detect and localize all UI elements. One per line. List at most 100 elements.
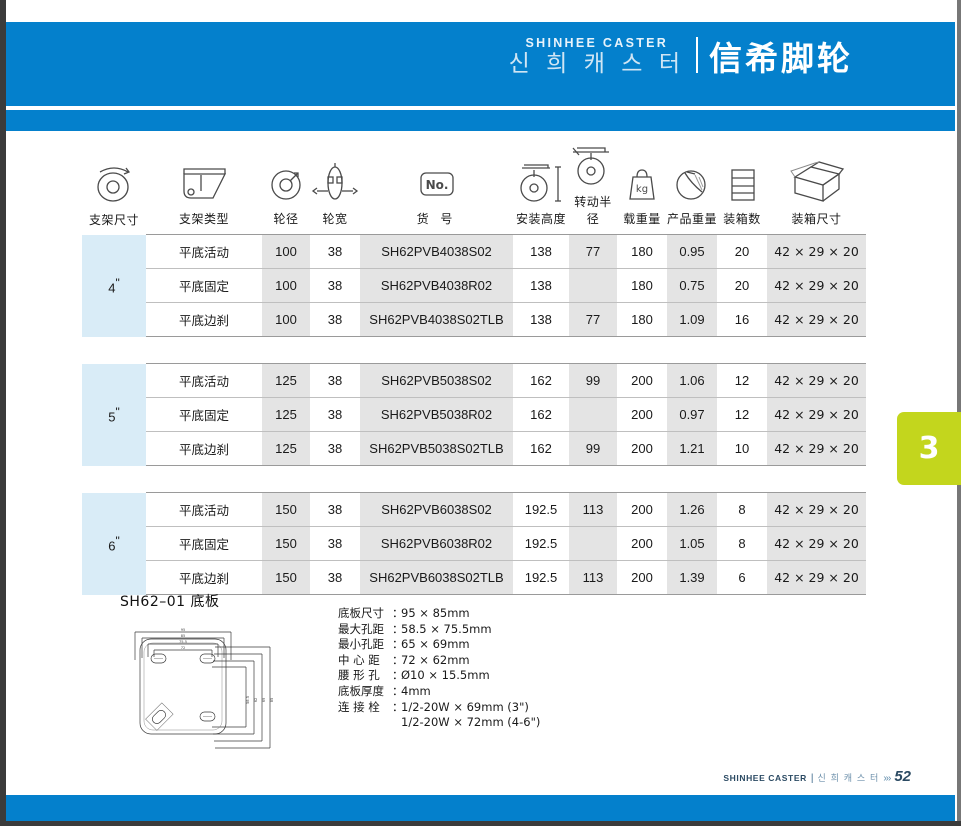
cell-mount-height: 192.5 [513,526,569,561]
column-header-label: 轮径 [273,212,299,226]
section-tab[interactable]: 3 [897,412,961,485]
cell-qty: 12 [717,363,767,398]
svg-text:kg: kg [636,184,648,195]
cell-type: 平底活动 [146,492,262,527]
spec-key: 底板尺寸 [338,606,384,620]
group-spacer [82,336,866,364]
cell-type: 平底边刹 [146,302,262,337]
carton-box-icon [767,155,866,205]
cell-type: 平底边刹 [146,431,262,466]
column-header-label: 货 号 [416,212,457,226]
cell-qty: 8 [717,492,767,527]
column-header-wheel-diameter: 轮径 [262,138,310,235]
mount-height-icon [513,155,569,205]
cell-load: 200 [617,363,667,398]
cell-part-no: SH62PVB6038S02 [360,492,513,527]
column-header-label: 装箱尺寸 [791,212,842,226]
cell-carton: 42 × 29 × 20 [767,397,866,432]
spec-continuation: 1/2-20W × 72mm (4-6") [401,715,541,730]
table-row[interactable]: 平底边刹 125 38 SH62PVB5038S02TLB 162 99 200 1.21 10… [82,431,866,466]
cell-wheel-width: 38 [310,431,360,466]
cell-swivel-radius: 77 [569,234,617,269]
spec-value: 65 × 69mm [401,637,470,652]
column-header-label: 装箱数 [723,212,761,226]
cell-carton: 42 × 29 × 20 [767,302,866,337]
cell-part-no: SH62PVB5038S02TLB [360,431,513,466]
cell-mount-height: 138 [513,234,569,269]
cell-carton: 42 × 29 × 20 [767,363,866,398]
product-weight-icon [667,155,717,205]
cell-type: 平底固定 [146,397,262,432]
column-header-label: 支架尺寸 [88,212,139,227]
table-row[interactable]: 平底固定 125 38 SH62PVB5038R02 162 200 0.97 12 42 × … [82,397,866,432]
brand-divider [696,37,698,73]
cell-carton: 42 × 29 × 20 [767,268,866,303]
page-footer: SHINHEE CASTER | 신 희 캐 스 터 ››› 52 [723,768,911,785]
cell-wheel-dia: 125 [262,363,310,398]
column-header-label: 支架类型 [178,212,229,226]
header-blue-band [6,22,955,106]
spec-value: 72 × 62mm [401,652,470,667]
cell-weight: 1.26 [667,492,717,527]
cell-type: 平底边刹 [146,560,262,595]
wheel-top-view-icon [82,156,146,206]
cell-wheel-dia: 100 [262,234,310,269]
brand-chinese: 信希脚轮 [709,39,853,78]
footer-page-number: 52 [894,768,911,785]
column-header-carton-count: 装箱数 [717,138,767,235]
table-row[interactable]: 平底固定 100 38 SH62PVB4038R02 138 180 0.75 20 42 × … [82,268,866,303]
brand-korean: 신 희 캐 스 터 [508,50,685,76]
cell-qty: 16 [717,302,767,337]
cell-mount-height: 162 [513,431,569,466]
cell-qty: 20 [717,234,767,269]
cell-qty: 8 [717,526,767,561]
column-header-bracket: 支架类型 [146,138,262,235]
spec-key: 最小孔距 [338,637,384,652]
svg-text:95: 95 [181,628,186,632]
cell-carton: 42 × 29 × 20 [767,431,866,466]
plate-title: SH62–01 底板 [120,594,220,610]
table-row[interactable]: 6" 平底活动 150 38 SH62PVB6038S02 192.5 113 200 1.26… [82,492,866,595]
cell-load: 200 [617,560,667,595]
cell-wheel-dia: 150 [262,492,310,527]
cell-wheel-width: 38 [310,526,360,561]
size-unit: " [115,533,120,548]
spec-key: 底板厚度 [338,683,384,698]
column-header-label: 轮宽 [322,212,348,226]
spec-value: 1/2-20W × 69mm (3") [401,699,529,714]
cell-qty: 6 [717,560,767,595]
column-header-number-tag: No. 货 号 [360,138,513,235]
cell-wheel-width: 38 [310,234,360,269]
table-row[interactable]: 平底固定 150 38 SH62PVB6038R02 192.5 200 1.05 8 42 ×… [82,526,866,561]
svg-text:62: 62 [254,698,258,703]
table-row[interactable]: 平底边刹 150 38 SH62PVB6038S02TLB 192.5 113 200 1.3… [82,560,866,595]
cell-qty: 12 [717,397,767,432]
size-cell: 4" [82,234,146,337]
column-header-wheel-top-view: 支架尺寸 [82,138,146,235]
table-header-row: 支架尺寸 支架类型 轮径 轮宽 No. 货 号 安装高度 转动半径 kg 载重量 产品重量 装箱数 装箱… [82,138,866,235]
header-secondary-band [6,110,955,131]
table-row[interactable]: 平底边刹 100 38 SH62PVB4038S02TLB 138 77 180 1.09 16… [82,302,866,337]
cell-load: 180 [617,302,667,337]
cell-mount-height: 138 [513,302,569,337]
cell-carton: 42 × 29 × 20 [767,234,866,269]
size-cell: 5" [82,363,146,466]
spec-separator: ： [392,683,404,698]
cell-load: 200 [617,492,667,527]
size-value: 6 [108,538,116,554]
cell-wheel-width: 38 [310,302,360,337]
table-row[interactable]: 4" 平底活动 100 38 SH62PVB4038S02 138 77 180 0.95 20 4… [82,234,866,337]
size-unit: " [115,404,120,419]
cell-qty: 10 [717,431,767,466]
spec-key: 连 接 栓 [338,699,380,714]
cell-wheel-dia: 100 [262,302,310,337]
cell-wheel-dia: 150 [262,526,310,561]
column-header-label: 产品重量 [667,212,718,226]
cell-swivel-radius [569,526,617,561]
cell-swivel-radius: 113 [569,492,617,527]
cell-weight: 1.09 [667,302,717,337]
table-row[interactable]: 5" 平底活动 125 38 SH62PVB5038S02 162 99 200 1.06 12 4… [82,363,866,466]
column-header-carton-box: 装箱尺寸 [767,138,866,235]
plate-specifications: 底板尺寸： 95 × 85mm 最大孔距： 58.5 × 75.5mm 最小孔距： 65 … [338,606,540,731]
cell-swivel-radius: 77 [569,302,617,337]
